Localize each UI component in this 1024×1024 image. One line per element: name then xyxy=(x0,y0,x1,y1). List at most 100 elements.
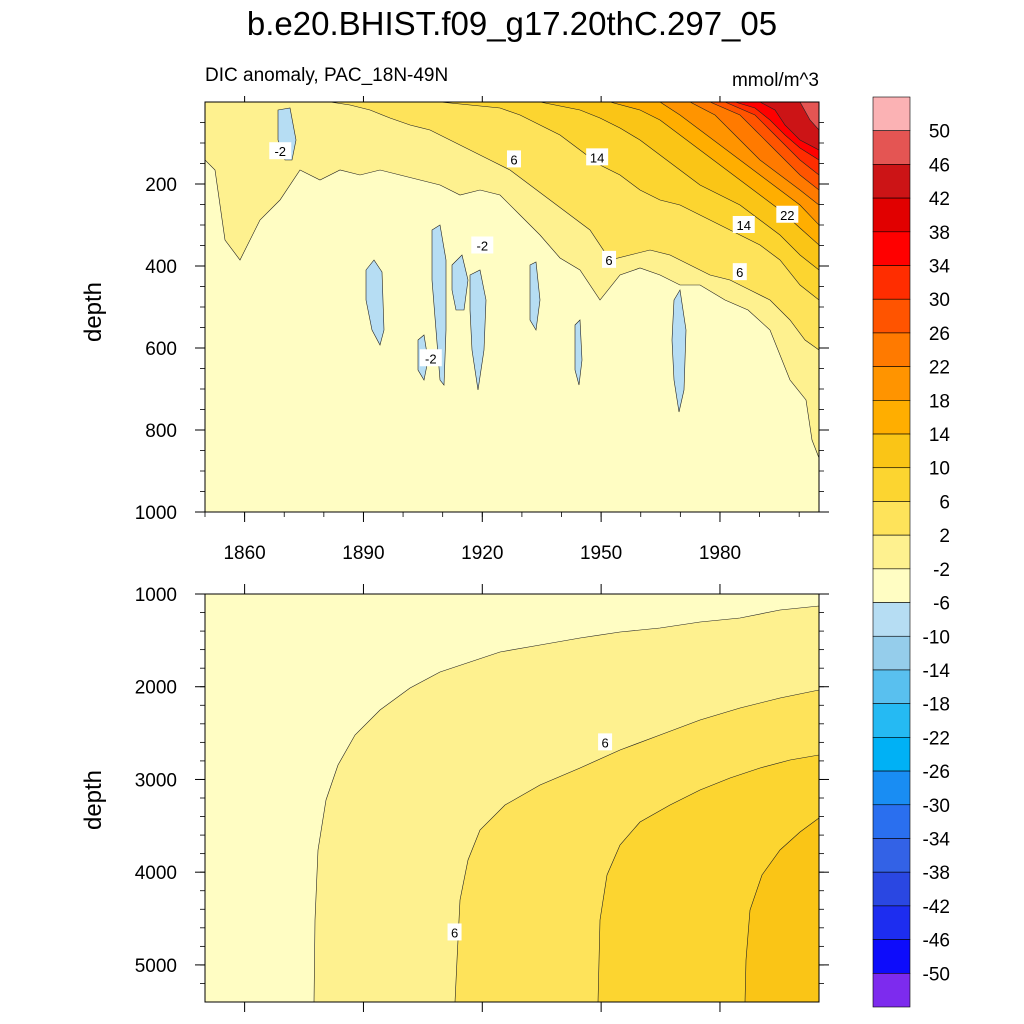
contour-label-text: 14 xyxy=(737,218,751,233)
contour-label: -2 xyxy=(269,142,292,160)
colorbar-swatch xyxy=(872,534,911,570)
colorbar-swatch xyxy=(872,602,911,637)
contour-label-bg xyxy=(776,205,799,223)
colorbar-swatch xyxy=(872,703,911,738)
lower-ytick-label: 2000 xyxy=(135,678,177,699)
neg-patch xyxy=(431,224,447,386)
colorbar-label: -10 xyxy=(923,627,950,648)
colorbar-label: 42 xyxy=(929,189,950,210)
colorbar-swatch xyxy=(872,366,911,401)
contour-label-bg xyxy=(447,923,462,941)
colorbar-swatch xyxy=(872,972,911,1008)
colorbar-label: -46 xyxy=(923,931,950,952)
contour-label-text: 6 xyxy=(601,735,608,750)
upper-ytick-label: 400 xyxy=(145,257,177,278)
colorbar-swatch xyxy=(872,838,911,873)
colorbar-label: -30 xyxy=(923,796,950,817)
contour-label-bg xyxy=(732,263,747,281)
contour-label: 6 xyxy=(506,150,521,168)
colorbar-swatch xyxy=(872,501,911,536)
lower-band-14-18 xyxy=(744,817,819,1002)
colorbar-label: 18 xyxy=(929,391,950,412)
colorbar-swatch xyxy=(872,467,911,502)
colorbar-label: -22 xyxy=(923,728,950,749)
lower-ylabel: depth xyxy=(80,770,107,830)
contour-label: -2 xyxy=(471,236,494,254)
contour-label-bg xyxy=(732,216,755,233)
contour-label-bg xyxy=(598,733,613,751)
lower-ytick-label: 3000 xyxy=(135,770,177,791)
neg-patch xyxy=(671,289,687,413)
contour-label-text: 6 xyxy=(451,925,458,940)
upper-contour-labels: -2 6 14 -2 6 14 22 6 -2 xyxy=(269,142,799,367)
contour-label-bg xyxy=(269,142,292,160)
contour-label-text: 14 xyxy=(590,150,604,165)
upper-subtitle-left: DIC anomaly, PAC_18N-49N xyxy=(205,65,448,86)
contour-label: -2 xyxy=(419,349,442,367)
upper-axes: 1860 1890 1920 1950 1980 200 400 600 800 1000 xyxy=(135,96,829,564)
contour-label: 6 xyxy=(732,263,747,281)
contour-label-text: 6 xyxy=(605,253,612,268)
neg-patch xyxy=(451,254,469,311)
colorbar-label: 38 xyxy=(929,223,950,244)
colorbar-label: 2 xyxy=(939,526,950,547)
upper-xtick-label: 1860 xyxy=(223,543,265,564)
contour-label: 22 xyxy=(776,205,799,223)
colorbar-label: -6 xyxy=(933,594,950,615)
colorbar-label: -2 xyxy=(933,560,950,581)
upper-xtick-label: 1890 xyxy=(342,543,384,564)
colorbar-label: 6 xyxy=(939,492,950,513)
upper-subtitle-right: mmol/m^3 xyxy=(732,70,819,91)
colorbar-swatch xyxy=(872,669,911,704)
upper-ytick-label: 600 xyxy=(145,339,177,360)
colorbar-label: 46 xyxy=(929,155,950,176)
lower-ytick-label: 1000 xyxy=(135,585,177,606)
colorbar-label: 10 xyxy=(929,459,950,480)
colorbar-swatch xyxy=(872,804,911,839)
contour-label-text: 6 xyxy=(510,152,517,167)
contour-label: 6 xyxy=(602,250,617,268)
colorbar-swatch xyxy=(872,265,911,300)
colorbar-label: 50 xyxy=(929,122,950,143)
colorbar-label: -14 xyxy=(923,661,951,682)
contour-label-bg xyxy=(471,236,494,254)
upper-ylabel: depth xyxy=(80,282,107,342)
colorbar-swatch xyxy=(872,770,911,806)
contour-label-text: -2 xyxy=(477,239,489,254)
colorbar-swatch xyxy=(872,939,911,974)
neg-patch xyxy=(574,319,583,386)
contour-label-bg xyxy=(602,250,617,268)
colorbar-swatch xyxy=(872,871,911,907)
lower-contour-labels: 66 xyxy=(447,733,613,941)
neg-patch xyxy=(365,259,385,346)
colorbar-swatch xyxy=(872,433,911,469)
contour-label-text: 22 xyxy=(780,208,794,223)
upper-ytick-label: 200 xyxy=(145,175,177,196)
colorbar-label: 34 xyxy=(929,257,951,278)
lower-contour-field xyxy=(205,594,819,1002)
chart-title: b.e20.BHIST.f09_g17.20thC.297_05 xyxy=(247,5,777,42)
lower-axes: 1000 2000 3000 4000 5000 xyxy=(135,584,829,1012)
contour-label: 14 xyxy=(586,148,609,166)
colorbar-swatch xyxy=(872,231,911,266)
upper-contour-field xyxy=(205,102,819,512)
contour-label-bg xyxy=(586,148,609,166)
contour-label-bg xyxy=(419,349,442,367)
contour-label-text: 6 xyxy=(736,265,743,280)
upper-ytick-label: 800 xyxy=(145,421,177,442)
colorbar-label: -42 xyxy=(923,897,950,918)
colorbar: 50 46 42 38 34 30 26 22 18 14 10 6 2 -2 -6 -10 -14 -18 -22… xyxy=(872,96,951,1008)
contour-label-text: -2 xyxy=(425,351,437,366)
contour-label-bg xyxy=(506,150,521,168)
colorbar-label: -50 xyxy=(923,964,950,985)
colorbar-swatch xyxy=(872,737,911,772)
colorbar-label: -38 xyxy=(923,863,950,884)
colorbar-swatch xyxy=(872,197,911,233)
colorbar-label: 26 xyxy=(929,324,950,345)
lower-ytick-label: 5000 xyxy=(135,956,177,977)
colorbar-swatch xyxy=(872,164,911,199)
contour-label: 6 xyxy=(598,733,613,751)
neg-patch xyxy=(529,261,541,331)
colorbar-swatch xyxy=(872,905,911,940)
